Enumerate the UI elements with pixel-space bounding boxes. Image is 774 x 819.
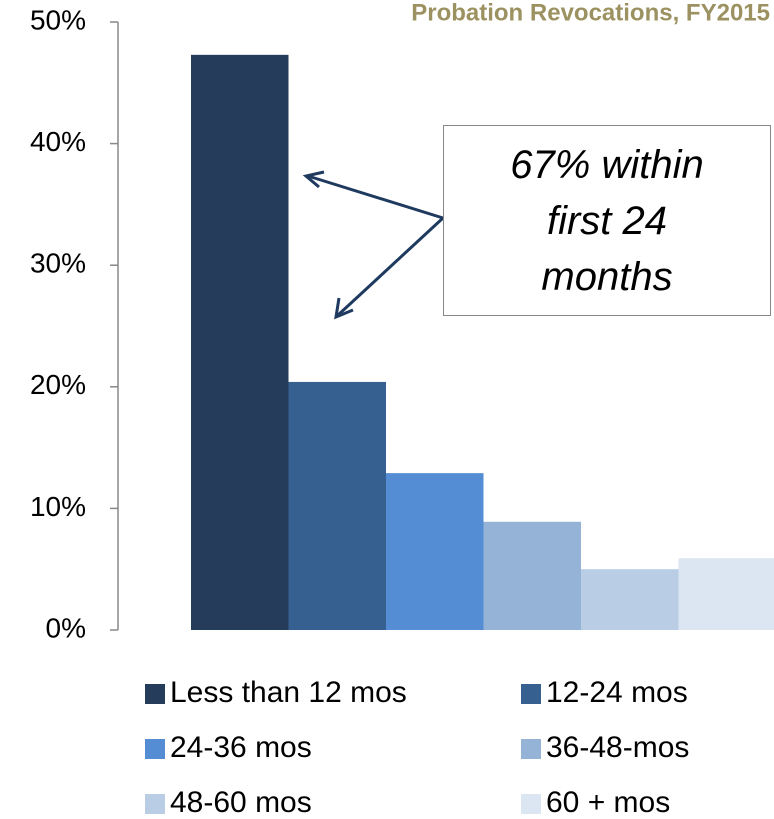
- y-tick-label: 0%: [46, 612, 86, 643]
- bar: [483, 521, 581, 630]
- y-tick-label: 10%: [30, 491, 86, 522]
- annotation-box: 67% within first 24 months: [443, 125, 771, 316]
- legend-label: 48-60 mos: [170, 786, 312, 819]
- bar: [386, 473, 484, 630]
- y-tick-label: 20%: [30, 369, 86, 400]
- legend-label: 60 + mos: [546, 786, 670, 819]
- legend-swatch: [521, 739, 541, 759]
- y-tick-label: 50%: [30, 4, 86, 35]
- legend-swatch: [145, 794, 165, 814]
- chart-title: Probation Revocations, FY2015: [411, 0, 770, 26]
- legend-label: 24-36 mos: [170, 731, 312, 764]
- bar: [678, 558, 774, 630]
- annotation: 67% within first 24 months: [510, 142, 704, 299]
- legend-label: Less than 12 mos: [170, 676, 407, 709]
- legend-swatch: [521, 684, 541, 704]
- bar: [288, 381, 386, 630]
- bar: [191, 54, 289, 630]
- legend-swatch: [145, 684, 165, 704]
- annotation-arrows: [302, 170, 445, 320]
- bar: [581, 569, 679, 630]
- legend-swatch: [145, 739, 165, 759]
- legend-label: 12-24 mos: [546, 676, 688, 709]
- legend-label: 36-48-mos: [546, 731, 689, 764]
- y-tick-label: 40%: [30, 126, 86, 157]
- y-tick-label: 30%: [30, 248, 86, 279]
- legend-swatch: [521, 794, 541, 814]
